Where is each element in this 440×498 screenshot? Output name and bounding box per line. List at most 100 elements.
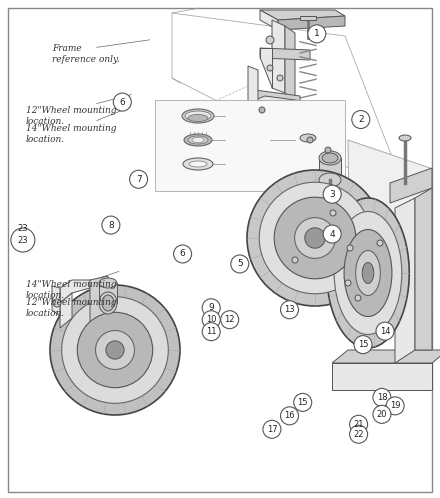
- Polygon shape: [332, 363, 432, 390]
- Circle shape: [330, 210, 336, 216]
- Polygon shape: [99, 283, 117, 303]
- Text: 12: 12: [224, 315, 235, 324]
- Circle shape: [373, 405, 391, 423]
- Circle shape: [294, 393, 312, 411]
- Polygon shape: [332, 350, 440, 363]
- Text: 14"Wheel mounting
location.: 14"Wheel mounting location.: [26, 280, 116, 300]
- Text: 10: 10: [206, 315, 216, 324]
- Circle shape: [281, 301, 298, 319]
- Text: 9: 9: [208, 303, 214, 312]
- Circle shape: [305, 228, 325, 248]
- Text: 12"Wheel mounting
location.: 12"Wheel mounting location.: [26, 106, 116, 125]
- Text: 5: 5: [237, 259, 243, 268]
- Ellipse shape: [319, 173, 341, 187]
- Circle shape: [95, 331, 135, 370]
- Polygon shape: [60, 280, 90, 303]
- Ellipse shape: [99, 292, 117, 314]
- Text: 14: 14: [380, 327, 390, 336]
- Text: 11: 11: [206, 327, 216, 336]
- Polygon shape: [60, 293, 72, 328]
- Polygon shape: [260, 10, 278, 30]
- Circle shape: [355, 295, 361, 301]
- Circle shape: [263, 420, 281, 438]
- Ellipse shape: [300, 134, 316, 142]
- Circle shape: [377, 240, 383, 246]
- Polygon shape: [415, 188, 432, 350]
- Polygon shape: [260, 103, 345, 156]
- Ellipse shape: [185, 111, 211, 121]
- Ellipse shape: [184, 134, 212, 146]
- Circle shape: [347, 245, 353, 251]
- Circle shape: [106, 341, 124, 359]
- Circle shape: [267, 65, 273, 71]
- Circle shape: [50, 285, 180, 415]
- Polygon shape: [395, 198, 415, 363]
- Text: 23: 23: [18, 224, 28, 233]
- Circle shape: [292, 257, 298, 263]
- Circle shape: [102, 216, 120, 234]
- Ellipse shape: [322, 153, 338, 163]
- Text: 18: 18: [377, 393, 387, 402]
- Polygon shape: [260, 48, 272, 88]
- Text: 6: 6: [180, 249, 186, 258]
- Polygon shape: [52, 286, 60, 316]
- Text: 17: 17: [267, 425, 277, 434]
- Text: 23: 23: [18, 236, 28, 245]
- Text: Frame
reference only.: Frame reference only.: [52, 44, 120, 64]
- Polygon shape: [280, 116, 320, 133]
- Polygon shape: [260, 48, 310, 60]
- Polygon shape: [319, 158, 341, 180]
- Text: 12"Wheel mounting
location.: 12"Wheel mounting location.: [26, 298, 116, 318]
- Text: 21: 21: [353, 420, 364, 429]
- Polygon shape: [278, 16, 345, 30]
- Text: 13: 13: [284, 305, 295, 314]
- Polygon shape: [255, 90, 300, 106]
- Text: 22: 22: [353, 430, 364, 439]
- Circle shape: [350, 425, 367, 443]
- Ellipse shape: [183, 158, 213, 170]
- Polygon shape: [155, 100, 345, 191]
- Circle shape: [274, 197, 356, 279]
- Ellipse shape: [188, 115, 208, 122]
- Text: 19: 19: [390, 401, 400, 410]
- Circle shape: [376, 322, 394, 340]
- Text: 7: 7: [136, 175, 142, 184]
- Polygon shape: [285, 26, 295, 100]
- Polygon shape: [260, 10, 345, 20]
- Circle shape: [114, 93, 131, 111]
- Text: 2: 2: [358, 115, 363, 124]
- Ellipse shape: [102, 295, 114, 311]
- Circle shape: [308, 25, 326, 43]
- Ellipse shape: [399, 135, 411, 141]
- Circle shape: [323, 185, 341, 203]
- Circle shape: [11, 228, 35, 252]
- Circle shape: [247, 170, 383, 306]
- Ellipse shape: [189, 161, 207, 167]
- Text: 15: 15: [297, 398, 308, 407]
- Circle shape: [373, 388, 391, 406]
- Ellipse shape: [192, 137, 204, 142]
- Circle shape: [354, 336, 372, 354]
- Circle shape: [345, 280, 351, 286]
- Ellipse shape: [362, 262, 374, 283]
- Circle shape: [266, 36, 274, 44]
- Text: 8: 8: [108, 221, 114, 230]
- Circle shape: [325, 147, 331, 153]
- Text: 3: 3: [329, 190, 335, 199]
- Ellipse shape: [327, 198, 409, 348]
- Circle shape: [350, 415, 367, 433]
- Polygon shape: [390, 168, 432, 203]
- Text: 1: 1: [314, 29, 320, 38]
- Circle shape: [174, 245, 191, 263]
- Circle shape: [352, 111, 370, 128]
- Circle shape: [130, 170, 147, 188]
- Ellipse shape: [334, 212, 402, 335]
- Polygon shape: [90, 276, 108, 323]
- Polygon shape: [348, 140, 432, 310]
- Circle shape: [53, 299, 61, 307]
- Text: 6: 6: [119, 98, 125, 107]
- Polygon shape: [258, 102, 268, 118]
- Polygon shape: [248, 66, 258, 110]
- Circle shape: [295, 218, 335, 258]
- Circle shape: [202, 311, 220, 329]
